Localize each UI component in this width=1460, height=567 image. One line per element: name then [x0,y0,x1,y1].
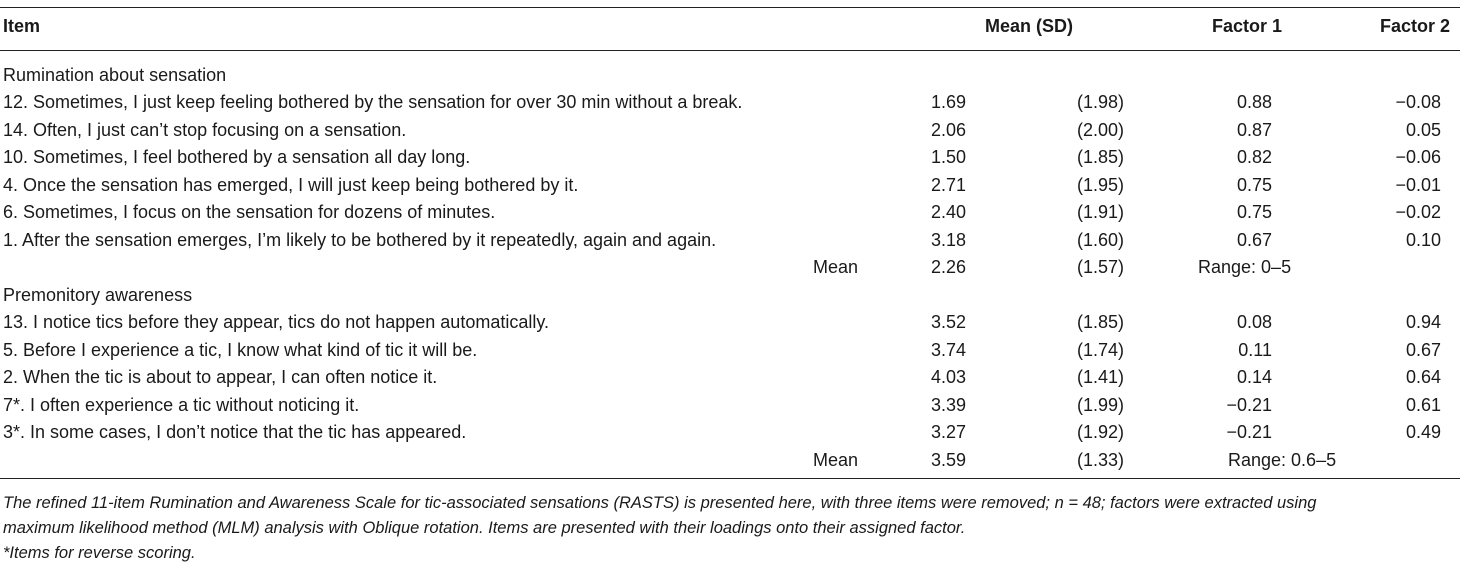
mean-value: 3.18 [930,230,966,250]
table-row: 13. I notice tics before they appear, ti… [0,309,1460,336]
sd-value: (1.41) [1076,367,1124,387]
table-top-rule [0,7,1460,8]
section-title: Premonitory awareness [3,285,193,305]
table-header-rule [0,50,1460,51]
summary-label: Mean [812,257,858,277]
footnote-reverse-scoring: *Items for reverse scoring. [3,544,196,562]
factor1-value: 0.11 [1238,340,1272,360]
item-text: 12. Sometimes, I just keep feeling bothe… [3,92,743,112]
table-row: 6. Sometimes, I focus on the sensation f… [0,199,1460,226]
table-row: 14. Often, I just can’t stop focusing on… [0,117,1460,144]
sd-value: (1.85) [1076,312,1124,332]
mean-value: 2.71 [930,175,966,195]
sd-value: (1.95) [1076,175,1124,195]
footnote-description-line2: maximum likelihood method (MLM) analysis… [3,519,966,537]
factor1-value: 0.14 [1236,367,1272,387]
factor2-value: 0.94 [1405,312,1441,332]
factor1-value: −0.21 [1226,395,1272,415]
item-text: 6. Sometimes, I focus on the sensation f… [3,202,496,222]
summary-row: Mean 3.59 (1.33) Range: 0.6–5 [0,447,1460,474]
factor2-value: 0.10 [1405,230,1441,250]
mean-value: 2.06 [930,120,966,140]
mean-value: 3.52 [930,312,966,332]
header-item: Item [3,16,41,36]
table-row: 1. After the sensation emerges, I’m like… [0,227,1460,254]
header-factor1: Factor 1 [1212,16,1283,36]
item-text: 13. I notice tics before they appear, ti… [3,312,550,332]
header-mean-sd: Mean (SD) [985,16,1074,36]
factor1-value: 0.75 [1236,202,1272,222]
factor1-value: 0.88 [1236,92,1272,112]
table-row: 2. When the tic is about to appear, I ca… [0,364,1460,391]
mean-value: 1.69 [930,92,966,112]
mean-value: 3.74 [930,340,966,360]
factor2-value: 0.49 [1405,422,1441,442]
header-factor2: Factor 2 [1380,16,1451,36]
summary-range: Range: 0.6–5 [1228,450,1337,470]
factor2-value: −0.01 [1395,175,1441,195]
mean-value: 4.03 [930,367,966,387]
sd-value: (1.92) [1076,422,1124,442]
item-text: 5. Before I experience a tic, I know wha… [3,340,478,360]
table-header-row: Item Mean (SD) Factor 1 Factor 2 [0,13,1460,40]
summary-mean: 3.59 [930,450,966,470]
mean-value: 2.40 [930,202,966,222]
factor1-value: 0.82 [1236,147,1272,167]
factor2-value: −0.02 [1395,202,1441,222]
table-row: 7*. I often experience a tic without not… [0,392,1460,419]
mean-value: 1.50 [930,147,966,167]
section-title-rumination: Rumination about sensation [0,62,1460,89]
summary-sd: (1.33) [1076,450,1124,470]
factor2-value: 0.05 [1405,120,1441,140]
sd-value: (2.00) [1076,120,1124,140]
mean-value: 3.27 [930,422,966,442]
summary-range: Range: 0–5 [1198,257,1292,277]
table-bottom-rule [0,478,1460,479]
footnote-description-line1: The refined 11-item Rumination and Aware… [3,494,1317,512]
sd-value: (1.60) [1076,230,1124,250]
sd-value: (1.98) [1076,92,1124,112]
item-text: 4. Once the sensation has emerged, I wil… [3,175,579,195]
table-row: 10. Sometimes, I feel bothered by a sens… [0,144,1460,171]
factor2-value: −0.08 [1395,92,1441,112]
sd-value: (1.99) [1076,395,1124,415]
summary-mean: 2.26 [930,257,966,277]
factor1-value: −0.21 [1226,422,1272,442]
summary-label: Mean [812,450,858,470]
factor2-value: −0.06 [1395,147,1441,167]
sd-value: (1.85) [1076,147,1124,167]
factor1-value: 0.75 [1236,175,1272,195]
table-row: 4. Once the sensation has emerged, I wil… [0,172,1460,199]
table-row: 12. Sometimes, I just keep feeling bothe… [0,89,1460,116]
item-text: 10. Sometimes, I feel bothered by a sens… [3,147,471,167]
factor2-value: 0.64 [1405,367,1441,387]
item-text: 1. After the sensation emerges, I’m like… [3,230,717,250]
factor1-value: 0.08 [1236,312,1272,332]
table-row: 5. Before I experience a tic, I know wha… [0,337,1460,364]
summary-row: Mean 2.26 (1.57) Range: 0–5 [0,254,1460,281]
factor2-value: 0.61 [1405,395,1441,415]
section-title: Rumination about sensation [3,65,227,85]
item-text: 3*. In some cases, I don’t notice that t… [3,422,467,442]
factor1-value: 0.87 [1236,120,1272,140]
item-text: 7*. I often experience a tic without not… [3,395,360,415]
table-row: 3*. In some cases, I don’t notice that t… [0,419,1460,446]
item-text: 14. Often, I just can’t stop focusing on… [3,120,407,140]
section-title-awareness: Premonitory awareness [0,282,1460,309]
factor1-value: 0.67 [1236,230,1272,250]
sd-value: (1.74) [1076,340,1124,360]
factor2-value: 0.67 [1405,340,1441,360]
summary-sd: (1.57) [1076,257,1124,277]
sd-value: (1.91) [1076,202,1124,222]
mean-value: 3.39 [930,395,966,415]
item-text: 2. When the tic is about to appear, I ca… [3,367,438,387]
